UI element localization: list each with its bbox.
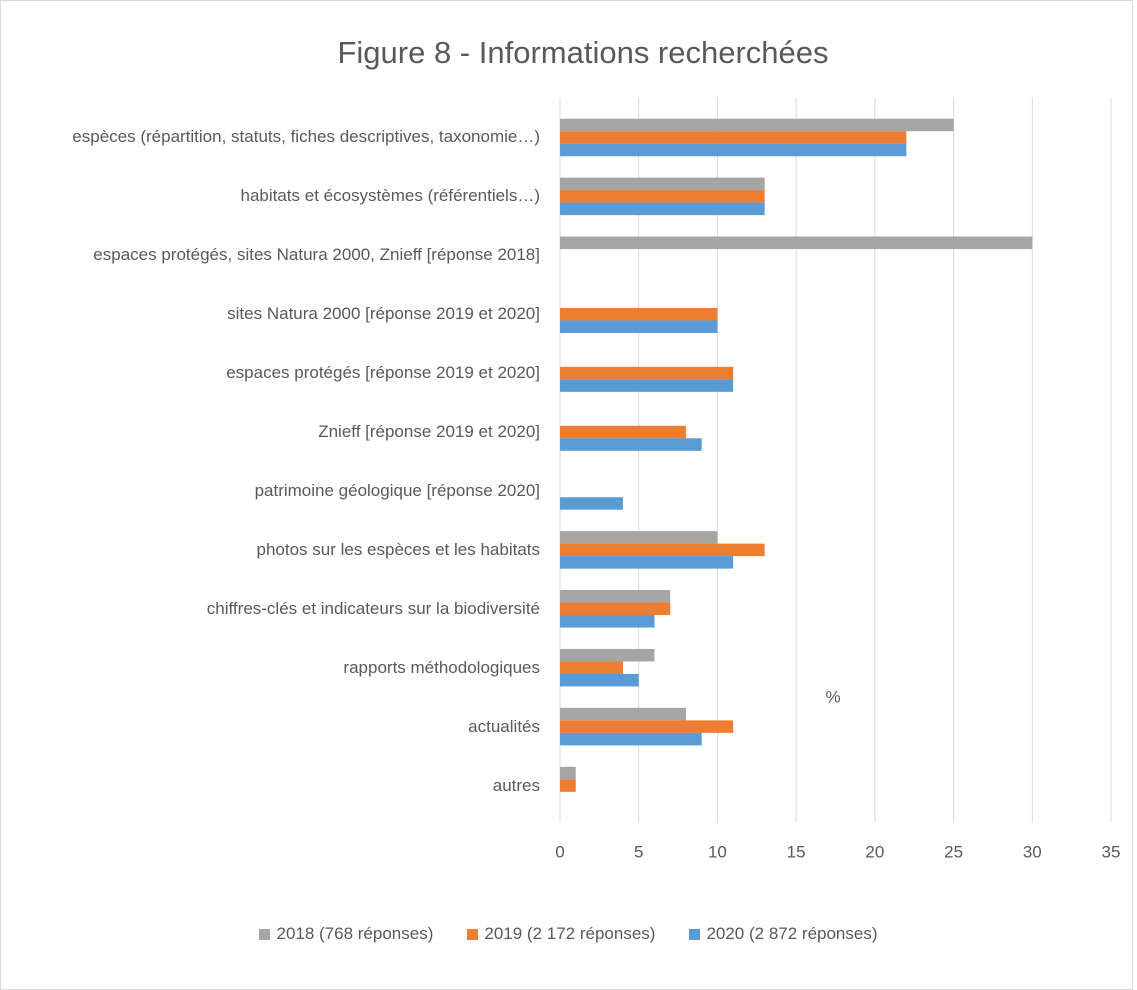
bar xyxy=(560,661,623,674)
x-tick-label: 35 xyxy=(1102,842,1121,861)
legend-item: 2018 (768 réponses) xyxy=(259,924,433,944)
bar xyxy=(560,590,671,603)
bar xyxy=(560,673,639,687)
bar xyxy=(560,425,686,439)
category-label: espèces (répartition, statuts, fiches de… xyxy=(72,127,540,147)
bar xyxy=(560,366,734,380)
bar xyxy=(560,118,954,132)
bar xyxy=(560,190,765,203)
bar xyxy=(560,320,718,333)
bar xyxy=(560,497,623,510)
x-tick-label: 20 xyxy=(865,842,884,861)
category-label: espaces protégés, sites Natura 2000, Zni… xyxy=(93,245,540,265)
category-label: actualités xyxy=(468,716,540,736)
legend-label: 2018 (768 réponses) xyxy=(276,924,434,943)
x-tick-label: 30 xyxy=(1023,842,1042,861)
bar xyxy=(560,379,734,392)
x-tick-label: 5 xyxy=(634,842,643,861)
bar xyxy=(560,177,765,191)
bar xyxy=(560,556,734,569)
bar xyxy=(560,202,765,216)
legend: 2018 (768 réponses) 2019 (2 172 réponses)… xyxy=(0,924,1137,944)
bar xyxy=(560,779,576,792)
legend-swatch xyxy=(467,928,479,940)
bar xyxy=(560,543,765,557)
chart-title: Figure 8 - Informations recherchées xyxy=(337,35,828,70)
bar xyxy=(560,236,1033,250)
bar xyxy=(560,732,702,746)
bar xyxy=(560,531,718,544)
bar xyxy=(560,143,907,157)
bar xyxy=(560,766,576,780)
bar xyxy=(560,720,734,733)
category-label: rapports méthodologiques xyxy=(343,657,540,677)
bar xyxy=(560,707,686,721)
category-label: habitats et écosystèmes (référentiels…) xyxy=(240,186,540,206)
x-tick-label: 15 xyxy=(787,842,806,861)
legend-swatch xyxy=(259,928,271,940)
category-label: Znieff [réponse 2019 et 2020] xyxy=(318,422,540,442)
bar xyxy=(560,648,655,662)
x-tick-label: 0 xyxy=(555,842,564,861)
legend-label: 2020 (2 872 réponses) xyxy=(706,924,878,943)
legend-swatch xyxy=(689,928,701,940)
bar xyxy=(560,307,718,321)
bar xyxy=(560,615,655,628)
legend-label: 2019 (2 172 réponses) xyxy=(484,924,656,943)
x-tick-label: 25 xyxy=(944,842,963,861)
legend-item: 2020 (2 872 réponses) xyxy=(689,924,878,944)
category-label: sites Natura 2000 [réponse 2019 et 2020] xyxy=(227,304,540,324)
category-label: espaces protégés [réponse 2019 et 2020] xyxy=(226,363,540,383)
bar xyxy=(560,131,907,144)
x-tick-label: 10 xyxy=(708,842,727,861)
x-axis-label: % xyxy=(825,687,840,706)
legend-item: 2019 (2 172 réponses) xyxy=(467,924,655,944)
category-label: patrimoine géologique [réponse 2020] xyxy=(254,480,540,500)
category-label: photos sur les espèces et les habitats xyxy=(256,539,541,559)
bar xyxy=(560,438,702,451)
category-label: chiffres-clés et indicateurs sur la biod… xyxy=(206,598,540,618)
bar xyxy=(560,602,671,616)
category-label: autres xyxy=(492,775,540,795)
